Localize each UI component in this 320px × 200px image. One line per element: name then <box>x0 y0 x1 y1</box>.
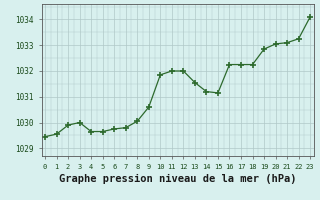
X-axis label: Graphe pression niveau de la mer (hPa): Graphe pression niveau de la mer (hPa) <box>59 174 296 184</box>
